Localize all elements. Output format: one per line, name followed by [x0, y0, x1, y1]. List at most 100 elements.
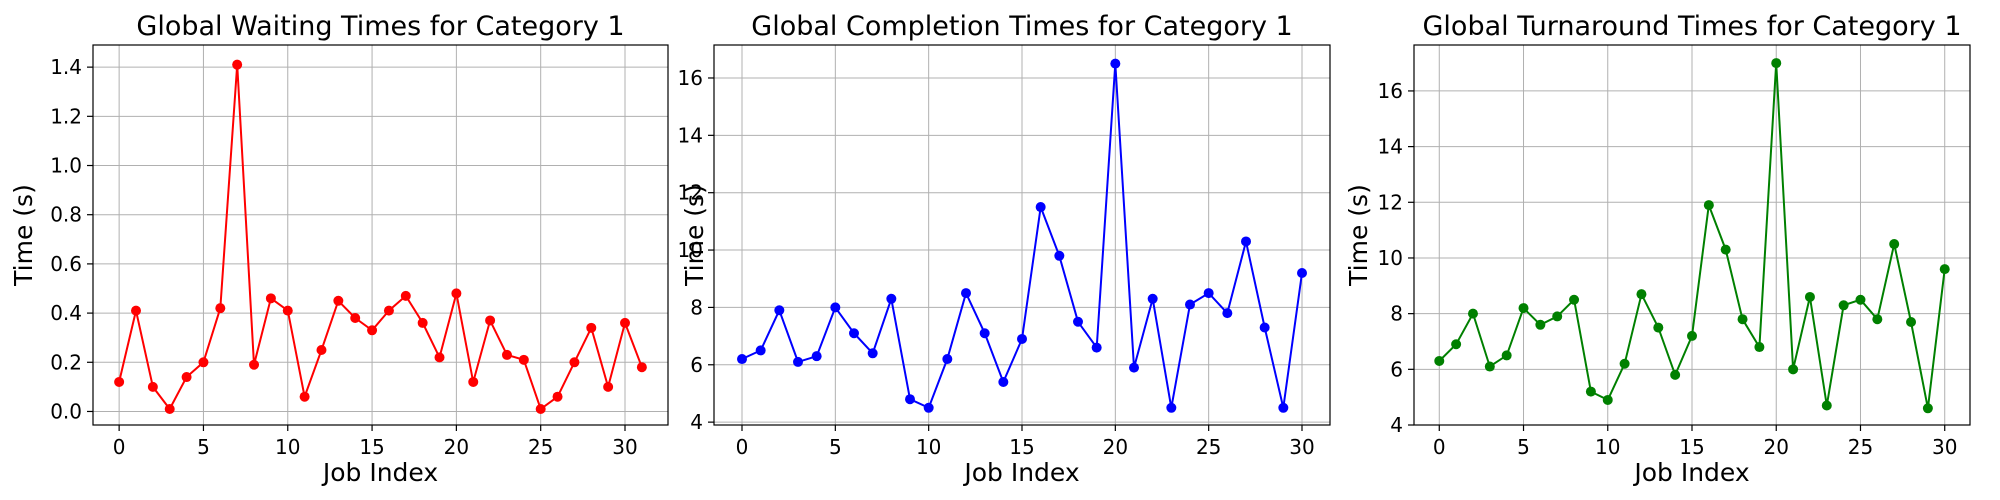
x-axis-label: Job Index	[962, 458, 1079, 487]
data-point	[316, 344, 327, 355]
x-axis-label: Job Index	[321, 458, 438, 487]
data-point	[367, 325, 378, 336]
data-point	[1129, 362, 1139, 373]
data-point	[620, 317, 631, 328]
data-point	[1054, 250, 1065, 261]
data-point	[1434, 355, 1445, 366]
data-point	[569, 357, 580, 368]
y-tick-label: 0.8	[50, 203, 82, 227]
chart-panel-3: 0 5 10 15 20 25 30 4 6 8 10 12 14 16 Global Turnaround…	[1344, 11, 1971, 487]
data-point	[961, 288, 971, 299]
data-point	[249, 359, 260, 370]
y-tick-label: 6	[1390, 357, 1403, 381]
x-tick-label: 15	[1009, 435, 1034, 459]
x-tick-label: 10	[275, 435, 300, 459]
y-tick-label: 0.4	[50, 301, 82, 325]
data-point	[1166, 402, 1177, 413]
x-tick-label: 5	[1517, 435, 1530, 459]
data-point	[535, 404, 546, 415]
y-axis-label: Time (s)	[9, 184, 38, 287]
data-point	[434, 352, 445, 363]
x-tick-label: 20	[1764, 435, 1789, 459]
data-point	[130, 305, 141, 316]
data-point	[1602, 394, 1613, 405]
data-point	[1241, 236, 1251, 247]
y-axis-label: Time (s)	[1344, 184, 1373, 287]
data-point	[886, 293, 897, 304]
data-point	[1922, 403, 1933, 414]
y-tick-label: 4	[690, 410, 703, 434]
y-tick-label: 14	[1378, 135, 1403, 159]
data-point	[1569, 294, 1580, 305]
data-point	[1552, 311, 1563, 322]
x-tick-label: 10	[916, 435, 941, 459]
data-point	[1821, 400, 1832, 411]
data-point	[1939, 264, 1950, 275]
y-tick-label: 8	[1390, 302, 1403, 326]
data-point	[1838, 300, 1849, 311]
data-point	[468, 376, 479, 387]
y-tick-label: 16	[678, 66, 703, 90]
data-point	[942, 354, 953, 365]
data-point	[181, 372, 192, 383]
data-point	[1687, 330, 1697, 341]
x-tick-label: 25	[1196, 435, 1221, 459]
x-tick-label: 5	[829, 435, 842, 459]
data-point	[1259, 322, 1270, 333]
y-tick-label: 1.2	[50, 104, 82, 128]
data-point	[811, 351, 822, 362]
data-point	[1771, 58, 1782, 69]
y-tick-label: 16	[1378, 79, 1403, 103]
data-point	[1653, 322, 1664, 333]
data-point	[998, 376, 1009, 387]
data-point	[1185, 299, 1195, 310]
data-point	[1585, 386, 1596, 397]
data-point	[867, 348, 878, 359]
data-point	[215, 303, 226, 314]
x-tick-label: 5	[197, 435, 210, 459]
x-tick-label: 0	[113, 435, 126, 459]
data-point	[1754, 342, 1765, 353]
data-point	[232, 59, 243, 70]
data-point	[1451, 339, 1462, 350]
data-point	[979, 328, 990, 339]
data-point	[1788, 364, 1799, 375]
data-point	[1035, 202, 1046, 213]
x-axis-label: Job Index	[1632, 458, 1749, 487]
y-tick-label: 10	[1378, 246, 1403, 270]
x-tick-label: 20	[444, 435, 469, 459]
x-tick-label: 25	[528, 435, 553, 459]
data-point	[586, 322, 597, 333]
y-tick-label: 0.0	[50, 399, 82, 423]
data-point	[1804, 291, 1815, 302]
chart-panel-1: 0 5 10 15 20 25 30 0.0 0.2 0.4 0.6 0.8 1.0 1.2 1.4 Glob…	[9, 11, 669, 487]
data-point	[383, 305, 394, 316]
plot-frame	[92, 44, 669, 426]
data-point	[849, 328, 859, 339]
data-point	[830, 302, 841, 313]
x-tick-label: 0	[1433, 435, 1446, 459]
data-point	[1222, 308, 1233, 319]
x-tick-label: 10	[1595, 435, 1620, 459]
data-point	[1535, 319, 1546, 330]
data-point	[1203, 288, 1214, 299]
x-tick-label: 0	[736, 435, 749, 459]
y-axis-label: Time (s)	[680, 184, 709, 287]
data-point	[1518, 303, 1529, 314]
data-point	[1619, 358, 1630, 369]
y-tick-label: 1.0	[50, 154, 82, 178]
data-point	[1091, 342, 1102, 353]
data-point	[501, 349, 512, 360]
data-point	[603, 381, 614, 392]
data-point	[1110, 58, 1121, 69]
y-tick-label: 0.2	[50, 350, 82, 374]
chart-panel-2: 0 5 10 15 20 25 30 4 6 8 10 12 14 16 Global Completion…	[678, 11, 1331, 487]
data-point	[282, 305, 293, 316]
x-tick-label: 30	[1932, 435, 1957, 459]
data-point	[774, 305, 785, 316]
data-point	[451, 288, 462, 299]
y-tick-label: 4	[1390, 413, 1403, 437]
data-point	[1720, 244, 1731, 255]
data-point	[198, 357, 209, 368]
data-point	[1501, 350, 1512, 361]
